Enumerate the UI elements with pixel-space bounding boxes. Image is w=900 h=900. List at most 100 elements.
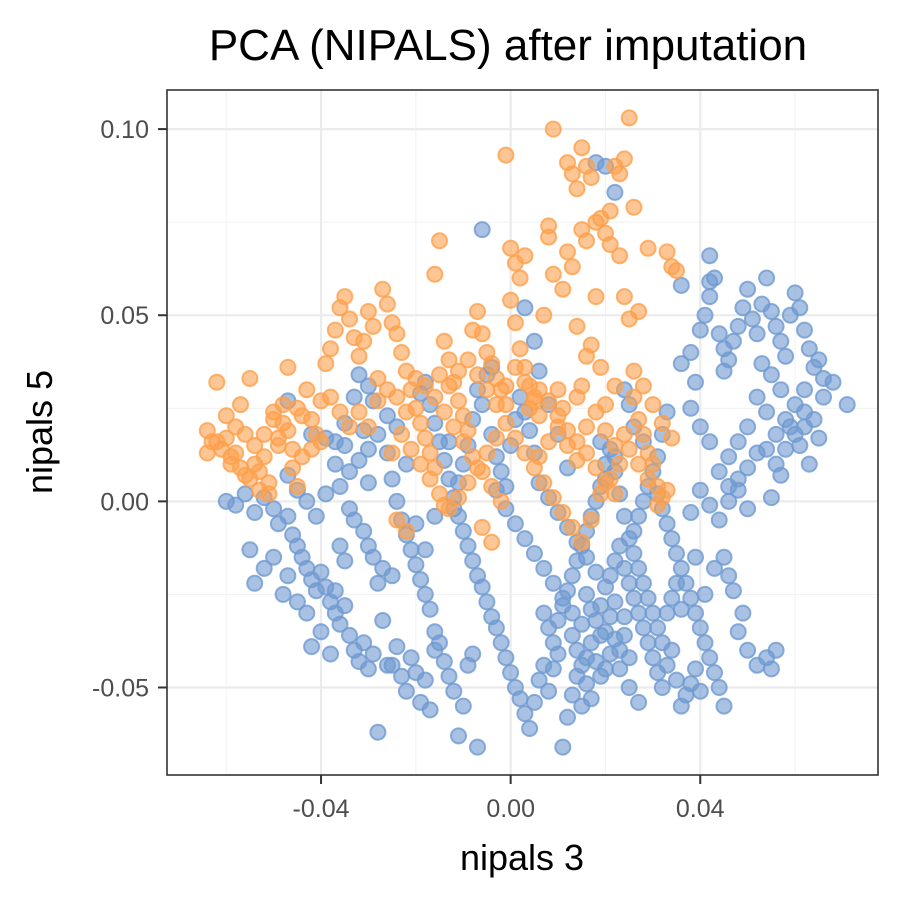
data-point-blue [492,634,510,652]
data-point-blue [440,433,458,451]
data-point-orange [639,239,657,257]
data-point-blue [753,355,771,373]
data-point-orange [601,236,619,253]
data-point-orange [606,377,624,395]
data-point-blue [639,589,657,607]
data-point-blue [350,366,368,384]
data-point-orange [388,325,406,343]
data-point-blue [516,299,534,317]
data-point-orange [426,265,444,283]
data-point-blue [331,478,349,495]
data-point-orange [388,388,406,406]
data-point-orange [232,396,249,414]
data-point-orange [544,265,562,283]
data-point-blue [502,664,520,682]
data-point-blue [767,425,785,443]
data-point-blue [644,649,662,667]
data-point-blue [298,492,316,510]
data-point-blue [473,221,491,239]
data-point-blue [506,515,524,533]
data-point-blue [492,463,510,481]
data-point-orange [421,444,439,462]
data-point-orange [587,459,605,477]
data-point-orange [450,362,467,380]
data-point-blue [530,362,548,380]
data-point-orange [208,373,226,391]
data-point-orange [269,437,287,454]
data-point-blue [658,656,676,674]
data-point-orange [341,310,358,328]
data-point-orange [502,291,520,309]
data-point-blue [364,645,382,663]
data-point-orange [350,347,368,365]
data-point-blue [682,344,700,361]
data-point-blue [715,697,733,715]
data-point-orange [222,448,240,466]
data-point-blue [838,396,856,414]
data-point-blue [739,280,757,298]
data-point-orange [198,444,216,462]
data-point-blue [369,574,387,592]
data-point-blue [355,522,373,540]
data-point-blue [691,619,709,637]
data-point-blue [658,604,676,622]
data-point-orange [435,496,453,514]
data-point-blue [525,545,543,562]
data-point-orange [246,455,264,473]
data-point-orange [649,496,667,514]
data-point-blue [762,489,780,507]
data-point-orange [478,381,496,399]
data-point-blue [748,325,766,343]
data-point-blue [625,589,643,607]
data-point-orange [658,481,676,499]
data-point-blue [402,541,420,559]
data-point-orange [630,455,648,473]
data-point-blue [796,381,813,399]
data-point-blue [359,440,377,458]
data-point-blue [312,623,330,641]
data-point-blue [691,418,709,436]
data-point-blue [497,649,515,667]
plot-panel-border [166,89,879,776]
data-point-blue [416,671,434,689]
x-axis: -0.04 0.00 0.04 [293,775,725,823]
data-point-orange [397,522,415,540]
data-point-blue [729,623,747,641]
data-point-orange [639,470,657,488]
data-point-orange [663,429,681,447]
data-point-blue [397,455,415,473]
data-point-blue [796,418,813,436]
data-point-orange [416,377,434,395]
data-point-orange [568,433,586,451]
data-point-blue [516,530,534,548]
data-point-blue [350,451,368,469]
data-point-blue [748,444,766,462]
data-point-blue [563,686,581,704]
data-point-blue [615,559,633,577]
data-point-blue [421,600,439,618]
data-point-blue [710,679,728,696]
data-point-blue [701,288,719,306]
data-point-orange [540,433,558,451]
data-point-orange [450,489,467,507]
data-point-blue [554,738,572,756]
data-point-orange [336,288,354,306]
data-point-blue [421,701,439,719]
data-point-blue [298,604,316,622]
data-point-orange [625,362,643,380]
data-point-orange [369,392,387,410]
data-point-blue [687,660,704,678]
data-point-blue [464,645,482,663]
data-point-orange [544,489,562,507]
data-point-orange [540,228,558,246]
data-point-blue [658,515,676,533]
data-point-orange [644,455,662,473]
data-point-orange [606,485,624,503]
data-point-blue [710,325,728,343]
data-point-orange [246,437,264,454]
data-point-blue [326,433,344,451]
data-point-orange [559,422,576,440]
data-point-blue [729,433,747,451]
data-point-blue [521,720,539,737]
data-point-orange [540,392,558,410]
